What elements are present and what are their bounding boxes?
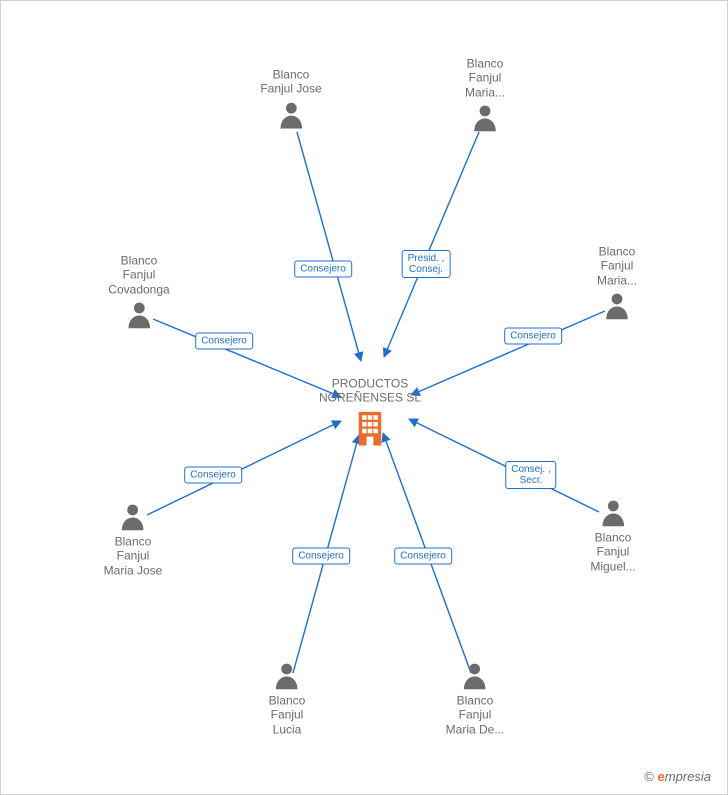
edge-label[interactable]: Consejero	[292, 548, 350, 565]
person-node[interactable]: BlancoFanjulMaria Jose	[104, 502, 163, 581]
person-icon	[604, 292, 630, 320]
brand-initial: e	[658, 769, 665, 784]
person-node[interactable]: BlancoFanjulMaria De...	[446, 661, 505, 740]
person-icon	[600, 498, 626, 526]
person-icon	[278, 100, 304, 128]
edge-label[interactable]: Consejero	[504, 328, 562, 345]
person-icon	[462, 661, 488, 689]
edge-label[interactable]: Consejero	[294, 261, 352, 278]
brand-rest: mpresia	[665, 769, 711, 784]
edge-label[interactable]: Consej. ,Secr.	[505, 461, 556, 489]
company-icon	[353, 409, 387, 445]
edge-label[interactable]: Presid. ,Consej.	[402, 250, 451, 278]
edge-label[interactable]: Consejero	[184, 467, 242, 484]
edge-line	[147, 421, 341, 515]
person-icon	[274, 661, 300, 689]
person-node[interactable]: BlancoFanjulMiguel...	[590, 498, 635, 577]
person-node[interactable]: BlancoFanjulCovadonga	[108, 249, 169, 328]
person-icon	[120, 502, 146, 530]
person-label: BlancoFanjulMiguel...	[590, 530, 635, 573]
person-label: BlancoFanjulCovadonga	[108, 253, 169, 296]
person-node[interactable]: BlancoFanjulMaria...	[597, 240, 637, 319]
person-node[interactable]: BlancoFanjul Jose	[260, 64, 321, 129]
copyright-symbol: ©	[644, 769, 654, 784]
edge-line	[409, 419, 599, 512]
person-icon	[472, 104, 498, 132]
company-node[interactable]: PRODUCTOSNOREÑENSES SL	[319, 373, 421, 446]
edge-label[interactable]: Consejero	[195, 333, 253, 350]
person-label: BlancoFanjulMaria Jose	[104, 534, 163, 577]
person-node[interactable]: BlancoFanjulLucia	[269, 661, 306, 740]
person-node[interactable]: BlancoFanjulMaria...	[465, 52, 505, 131]
copyright: © empresia	[644, 769, 711, 784]
edge-line	[153, 319, 341, 397]
person-label: BlancoFanjul Jose	[260, 68, 321, 97]
diagram-canvas: PRODUCTOSNOREÑENSES SL BlancoFanjul Jose…	[0, 0, 728, 795]
edge-label[interactable]: Consejero	[394, 548, 452, 565]
person-icon	[126, 301, 152, 329]
person-label: BlancoFanjulMaria...	[597, 244, 637, 287]
person-label: BlancoFanjulMaria...	[465, 56, 505, 99]
person-label: BlancoFanjulLucia	[269, 693, 306, 736]
company-label: PRODUCTOSNOREÑENSES SL	[319, 377, 421, 406]
edge-line	[297, 132, 361, 361]
edge-line	[384, 132, 479, 357]
edge-line	[411, 311, 605, 395]
person-label: BlancoFanjulMaria De...	[446, 693, 505, 736]
